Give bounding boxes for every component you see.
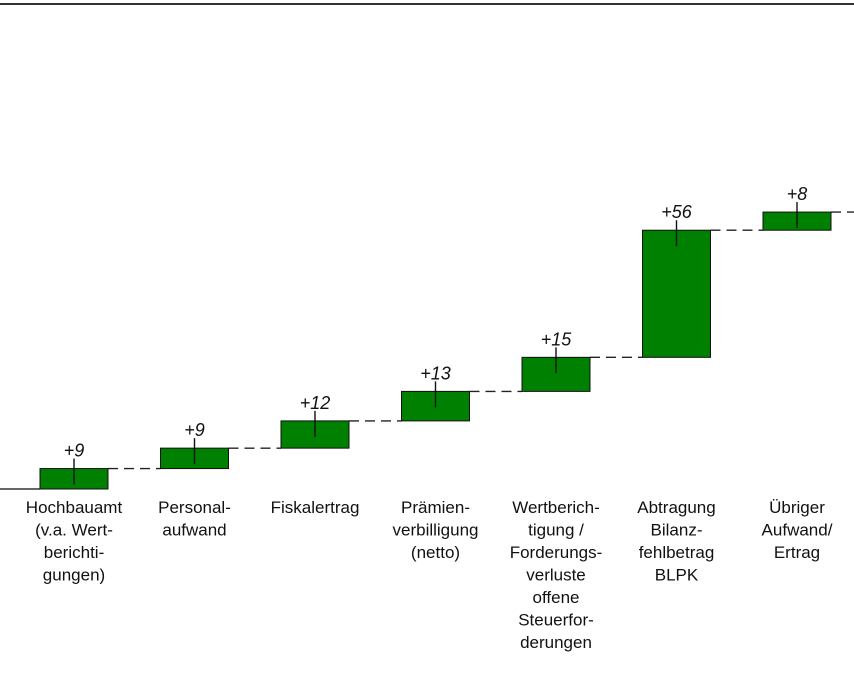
- category-label-line: Abtragung: [637, 498, 715, 517]
- category-label-4: Prämien-verbilligung (netto): [393, 498, 479, 562]
- category-label-line: verbilligung: [393, 521, 479, 540]
- category-label-line: verluste: [526, 566, 586, 585]
- category-label-line: BLPK: [655, 566, 699, 585]
- data-label-2: +9: [184, 420, 205, 440]
- category-label-line: Übriger: [769, 498, 825, 517]
- category-label-line: (v.a. Wert-: [35, 521, 113, 540]
- category-label-line: Wertberich-: [512, 498, 600, 517]
- category-label-3: Fiskalertrag: [271, 498, 360, 517]
- category-label-line: derungen: [520, 633, 592, 652]
- category-label-line: tigung /: [528, 521, 584, 540]
- data-labels-group: +9 +9 +12 +13 +15 +56 +8: [64, 184, 808, 461]
- category-label-6: Abtragung Bilanz-fehlbetrag BLPK: [637, 498, 715, 585]
- category-label-line: Personal-: [158, 498, 231, 517]
- bar-6: [642, 229, 711, 358]
- data-label-5: +15: [541, 329, 573, 349]
- category-label-5: Wertberich-tigung / Forderungs-verluste of…: [510, 498, 603, 652]
- category-label-1: Hochbauamt (v.a. Wert-berichti-gungen): [26, 498, 123, 585]
- category-label-line: Bilanz-: [651, 521, 703, 540]
- connector-lines: [108, 211, 854, 470]
- bars-group: [39, 202, 832, 490]
- category-label-line: Steuerfor-: [518, 611, 594, 630]
- category-label-line: (netto): [411, 543, 460, 562]
- category-label-line: offene: [533, 588, 580, 607]
- category-label-line: gungen): [43, 566, 105, 585]
- category-labels-group: Hochbauamt (v.a. Wert-berichti-gungen) Per…: [26, 498, 833, 652]
- category-label-line: Prämien-: [401, 498, 470, 517]
- category-label-2: Personal-aufwand: [158, 498, 231, 540]
- data-label-7: +8: [787, 184, 808, 204]
- data-label-3: +12: [300, 393, 331, 413]
- data-label-1: +9: [64, 441, 85, 461]
- category-label-line: Aufwand/: [762, 521, 833, 540]
- category-label-7: Übriger Aufwand/Ertrag: [762, 498, 833, 562]
- category-label-line: Forderungs-: [510, 543, 603, 562]
- category-label-line: Hochbauamt: [26, 498, 123, 517]
- category-label-line: berichti-: [44, 543, 104, 562]
- category-label-line: Ertrag: [774, 543, 820, 562]
- category-label-line: fehlbetrag: [639, 543, 715, 562]
- category-label-line: Fiskalertrag: [271, 498, 360, 517]
- data-label-6: +56: [661, 202, 693, 222]
- data-label-4: +13: [420, 363, 451, 383]
- category-label-line: aufwand: [162, 521, 226, 540]
